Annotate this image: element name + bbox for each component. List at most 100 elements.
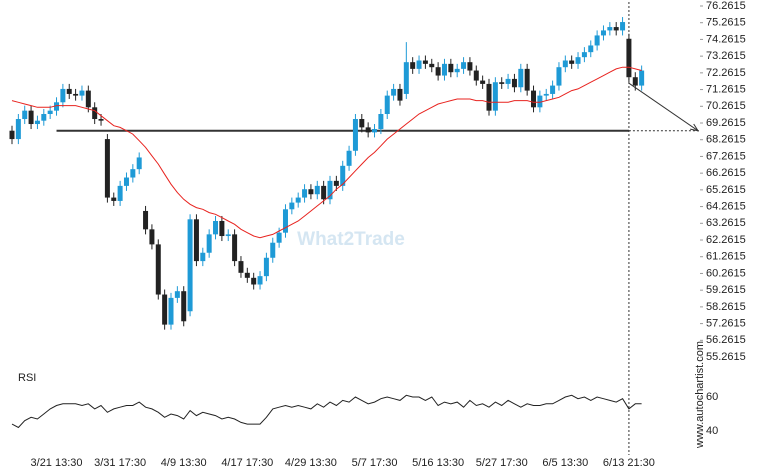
- candle-body: [403, 62, 409, 94]
- candle-body: [416, 60, 422, 69]
- candle-body: [270, 242, 276, 258]
- candle-body: [397, 88, 403, 101]
- candle-body: [232, 234, 238, 262]
- candle-body: [168, 297, 174, 325]
- candle-body: [435, 67, 441, 76]
- candle-body: [378, 113, 384, 130]
- candle-body: [492, 82, 498, 111]
- candle-body: [391, 88, 397, 96]
- y-tick-label: 73.2615: [706, 50, 746, 62]
- candle-body: [111, 197, 117, 201]
- candle-body: [244, 272, 250, 278]
- candle-body: [441, 63, 447, 76]
- candle-body: [372, 129, 378, 133]
- forecast-arrow: [628, 82, 699, 132]
- candle-body: [66, 88, 72, 94]
- candle-body: [410, 62, 416, 69]
- y-tick-label: 55.2615: [706, 351, 746, 363]
- candle-body: [213, 220, 219, 235]
- candle-body: [162, 294, 168, 325]
- candle-body: [365, 127, 371, 133]
- y-tick-label: 75.2615: [706, 17, 746, 29]
- rsi-tick-label: 60: [706, 391, 718, 403]
- candle-body: [54, 102, 60, 111]
- x-tick-label: 6/13 21:30: [603, 457, 655, 469]
- candle-body: [206, 234, 212, 253]
- candle-body: [632, 77, 638, 86]
- candle-body: [359, 119, 365, 128]
- y-tick-label: 63.2615: [706, 217, 746, 229]
- candle-body: [448, 63, 454, 73]
- candle-body: [130, 169, 136, 178]
- candle-body: [575, 57, 581, 64]
- candle-body: [352, 119, 358, 151]
- candle-body: [85, 90, 91, 108]
- candle-body: [136, 157, 142, 170]
- y-tick-label: 69.2615: [706, 117, 746, 129]
- candle-body: [550, 85, 556, 94]
- x-tick-label: 6/5 13:30: [542, 457, 588, 469]
- candle-body: [511, 78, 517, 88]
- candle-body: [524, 68, 530, 91]
- y-tick-label: 70.2615: [706, 100, 746, 112]
- candle-body: [73, 93, 79, 96]
- source: www.autochartist.com: [694, 341, 706, 449]
- y-tick-label: 58.2615: [706, 301, 746, 313]
- candle-body: [486, 83, 492, 111]
- x-tick-label: 5/27 17:30: [476, 457, 528, 469]
- watermark: What2Trade: [297, 229, 405, 250]
- candle-body: [333, 180, 339, 186]
- candle-body: [620, 22, 626, 31]
- y-tick-label: 64.2615: [706, 200, 746, 212]
- candle-body: [607, 27, 613, 31]
- candle-body: [327, 180, 333, 200]
- x-tick-label: 5/7 17:30: [352, 457, 398, 469]
- x-tick-label: 3/31 17:30: [94, 457, 146, 469]
- candle-body: [187, 219, 193, 312]
- candle-body: [257, 276, 263, 285]
- candle-body: [117, 185, 123, 201]
- x-tick-label: 5/16 13:30: [412, 457, 464, 469]
- candle-body: [47, 110, 53, 114]
- y-tick-label: 76.2615: [706, 0, 746, 12]
- candle-body: [639, 70, 645, 86]
- y-tick-label: 67.2615: [706, 150, 746, 162]
- candle-body: [505, 78, 511, 84]
- candle-body: [454, 68, 460, 73]
- candle-body: [302, 189, 308, 198]
- candle-body: [543, 93, 549, 96]
- candle-body: [219, 220, 225, 237]
- candle-body: [569, 60, 575, 64]
- moving-average: [11, 66, 642, 239]
- candle-body: [15, 119, 21, 140]
- candle-body: [588, 45, 594, 53]
- candle-body: [174, 291, 180, 298]
- candle-body: [480, 80, 486, 84]
- candle-body: [600, 30, 606, 36]
- y-tick-label: 72.2615: [706, 67, 746, 79]
- candle-body: [200, 252, 206, 262]
- candle-body: [143, 210, 149, 230]
- candle-body: [562, 60, 568, 68]
- candle-body: [340, 165, 346, 186]
- candle-body: [346, 150, 352, 166]
- candle-body: [28, 110, 34, 125]
- candle-body: [104, 139, 110, 198]
- candle-body: [155, 244, 161, 295]
- candle-body: [461, 62, 467, 69]
- candle-body: [282, 209, 288, 233]
- candle-body: [79, 90, 85, 96]
- candle-body: [473, 70, 479, 81]
- y-tick-label: 68.2615: [706, 134, 746, 146]
- rsi-line: [11, 394, 642, 429]
- candle-body: [276, 232, 282, 243]
- candle-body: [467, 62, 473, 71]
- candle-body: [556, 67, 562, 86]
- candle-body: [181, 291, 187, 322]
- candle-body: [581, 52, 587, 58]
- candle-body: [308, 189, 314, 195]
- candle-body: [289, 202, 295, 210]
- candle-body: [518, 68, 524, 88]
- candle-body: [92, 107, 98, 120]
- y-tick-label: 56.2615: [706, 334, 746, 346]
